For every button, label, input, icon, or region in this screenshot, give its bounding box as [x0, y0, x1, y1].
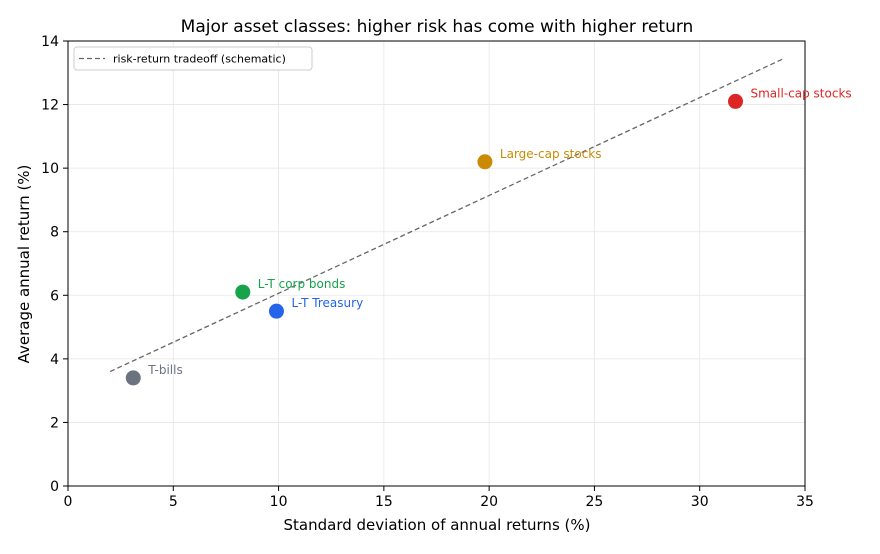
point-label: Small-cap stocks: [751, 86, 852, 100]
point-label: T-bills: [147, 363, 182, 377]
x-tick-label: 15: [375, 494, 393, 510]
y-tick-label: 8: [50, 225, 59, 241]
data-point: [477, 154, 493, 170]
x-tick-label: 20: [480, 494, 498, 510]
point-label: L-T Treasury: [291, 296, 363, 310]
y-tick-label: 10: [41, 161, 59, 177]
y-tick-label: 4: [50, 352, 59, 368]
x-tick-label: 10: [270, 494, 288, 510]
y-tick-label: 2: [50, 415, 59, 431]
grid: [67, 40, 806, 487]
data-point: [235, 284, 251, 300]
legend: risk-return tradeoff (schematic): [73, 46, 313, 71]
trend-line-layer: [109, 57, 785, 373]
plot-frame: [67, 40, 806, 487]
y-tick-label: 0: [50, 479, 59, 495]
x-tick-label: 30: [691, 494, 709, 510]
data-point: [268, 303, 284, 319]
legend-box: [73, 46, 313, 71]
point-label: L-T corp bonds: [258, 277, 346, 291]
chart-title: Major asset classes: higher risk has com…: [181, 17, 694, 37]
x-tick-label: 25: [586, 494, 604, 510]
axes: 0 5 10 15 20 25 30 35 0 2 4 6 8 10 12 14: [41, 34, 814, 510]
x-tick-label: 0: [64, 494, 73, 510]
y-tick-label: 6: [50, 288, 59, 304]
x-axis-label: Standard deviation of annual returns (%): [284, 516, 591, 534]
x-tick-label: 5: [169, 494, 178, 510]
data-point: [125, 370, 141, 386]
data-points: T-bills L-T corp bonds L-T Treasury Large-c…: [125, 86, 852, 386]
data-point: [728, 93, 744, 109]
y-tick-label: 14: [41, 34, 59, 50]
point-label: Large-cap stocks: [500, 147, 602, 161]
x-tick-label: 35: [796, 494, 814, 510]
trend-line: [109, 57, 785, 373]
y-axis-label: Average annual return (%): [15, 165, 33, 364]
legend-label: risk-return tradeoff (schematic): [113, 53, 286, 66]
y-tick-label: 12: [41, 98, 59, 114]
